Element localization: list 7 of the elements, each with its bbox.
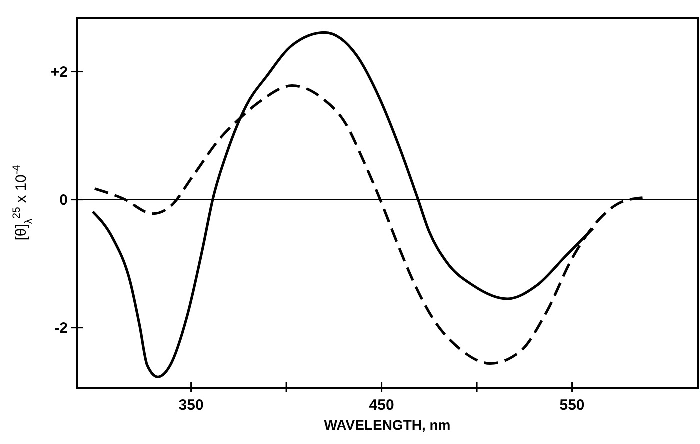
y-tick-label: -2 — [54, 320, 68, 338]
x-tick-label: 350 — [178, 397, 204, 414]
y-tick-label: +2 — [50, 64, 68, 82]
y-tick-label: 0 — [60, 192, 68, 210]
x-tick-label: 450 — [369, 397, 394, 414]
x-tick-label: 550 — [560, 397, 585, 414]
x-axis-title: WAVELENGTH, nm — [324, 417, 451, 433]
